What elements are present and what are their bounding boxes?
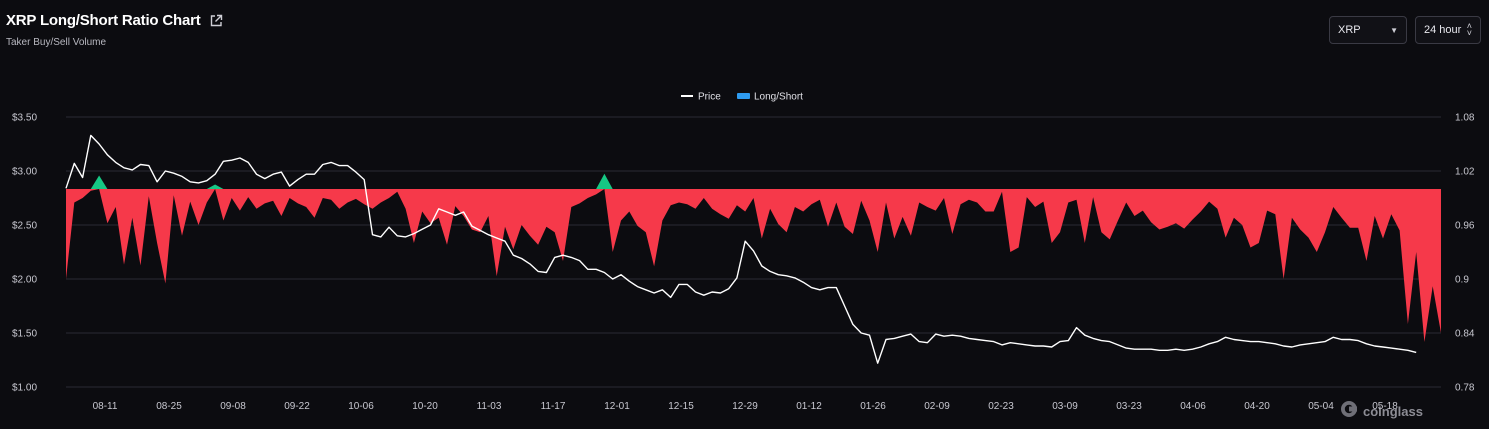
long-area bbox=[66, 173, 1441, 189]
up-down-chevron-icon: ˄ ˅ bbox=[1466, 21, 1472, 38]
page-subtitle: Taker Buy/Sell Volume bbox=[6, 37, 107, 48]
x-tick-label: 03-23 bbox=[1116, 401, 1142, 412]
y-right-tick-label: 0.78 bbox=[1455, 383, 1475, 394]
page-title: XRP Long/Short Ratio Chart bbox=[6, 12, 201, 29]
y-left-tick-label: $2.50 bbox=[12, 221, 37, 232]
x-tick-label: 09-22 bbox=[284, 401, 310, 412]
x-tick-label: 12-15 bbox=[668, 401, 694, 412]
watermark-text: coinglass bbox=[1363, 404, 1423, 419]
short-area bbox=[66, 189, 1441, 342]
legend-swatch-long-short bbox=[737, 93, 750, 99]
x-tick-label: 12-29 bbox=[732, 401, 758, 412]
x-tick-label: 05-04 bbox=[1308, 401, 1334, 412]
legend-label-price: Price bbox=[698, 92, 721, 103]
interval-select[interactable]: 24 hour ˄ ˅ bbox=[1415, 16, 1481, 44]
x-tick-label: 09-08 bbox=[220, 401, 246, 412]
grid-lines bbox=[66, 116, 1441, 388]
x-tick-label: 11-17 bbox=[541, 401, 566, 412]
x-tick-label: 02-23 bbox=[988, 401, 1014, 412]
x-tick-label: 10-06 bbox=[348, 401, 374, 412]
x-tick-label: 12-01 bbox=[604, 401, 630, 412]
legend-label-long-short: Long/Short bbox=[754, 92, 803, 103]
y-left-tick-label: $1.50 bbox=[12, 329, 37, 340]
title-row: XRP Long/Short Ratio Chart bbox=[6, 12, 223, 29]
y-right-tick-label: 0.96 bbox=[1455, 221, 1475, 232]
y-left-tick-label: $3.00 bbox=[12, 167, 37, 178]
x-tick-label: 01-26 bbox=[860, 401, 886, 412]
y-right-tick-label: 1.08 bbox=[1455, 113, 1475, 124]
caret-down-icon: ▼ bbox=[1390, 25, 1398, 35]
y-right-tick-label: 1.02 bbox=[1455, 167, 1475, 178]
legend: Price Long/Short bbox=[681, 92, 803, 103]
y-left-tick-label: $1.00 bbox=[12, 383, 37, 394]
long-short-area bbox=[66, 173, 1441, 342]
y-axis-left: $1.00 $1.50 $2.00 $2.50 $3.00 $3.50 bbox=[12, 113, 37, 394]
x-tick-label: 08-25 bbox=[156, 401, 182, 412]
x-tick-label: 11-03 bbox=[477, 401, 502, 412]
external-link-icon[interactable] bbox=[209, 14, 223, 28]
coinglass-watermark: coinglass bbox=[1340, 400, 1423, 423]
x-axis: 08-11 08-25 09-08 09-22 10-06 10-20 11-03 11-17… bbox=[93, 401, 1399, 412]
chart-controls: XRP ▼ 24 hour ˄ ˅ bbox=[1329, 16, 1481, 44]
x-tick-label: 03-09 bbox=[1052, 401, 1078, 412]
x-tick-label: 05-18 bbox=[1372, 401, 1398, 412]
coinglass-logo-icon bbox=[1340, 400, 1358, 423]
coin-select-value: XRP bbox=[1338, 24, 1361, 36]
price-line-layer bbox=[65, 134, 1417, 364]
y-left-tick-label: $2.00 bbox=[12, 275, 37, 286]
coin-select[interactable]: XRP ▼ bbox=[1329, 16, 1407, 44]
x-tick-label: 01-12 bbox=[796, 401, 822, 412]
x-tick-label: 04-06 bbox=[1180, 401, 1206, 412]
x-tick-label: 02-09 bbox=[924, 401, 950, 412]
y-axis-right: 0.78 0.84 0.9 0.96 1.02 1.08 bbox=[1455, 113, 1475, 394]
y-right-tick-label: 0.84 bbox=[1455, 329, 1475, 340]
legend-item-price[interactable]: Price bbox=[681, 92, 721, 103]
interval-select-value: 24 hour bbox=[1424, 24, 1462, 36]
x-tick-label: 04-20 bbox=[1244, 401, 1270, 412]
chart-header: XRP Long/Short Ratio Chart Taker Buy/Sel… bbox=[6, 12, 223, 48]
x-tick-label: 10-20 bbox=[412, 401, 438, 412]
price-line bbox=[65, 134, 1417, 364]
y-right-tick-label: 0.9 bbox=[1455, 275, 1469, 286]
legend-item-long-short[interactable]: Long/Short bbox=[737, 92, 803, 103]
y-left-tick-label: $3.50 bbox=[12, 113, 37, 124]
x-tick-label: 08-11 bbox=[93, 401, 118, 412]
